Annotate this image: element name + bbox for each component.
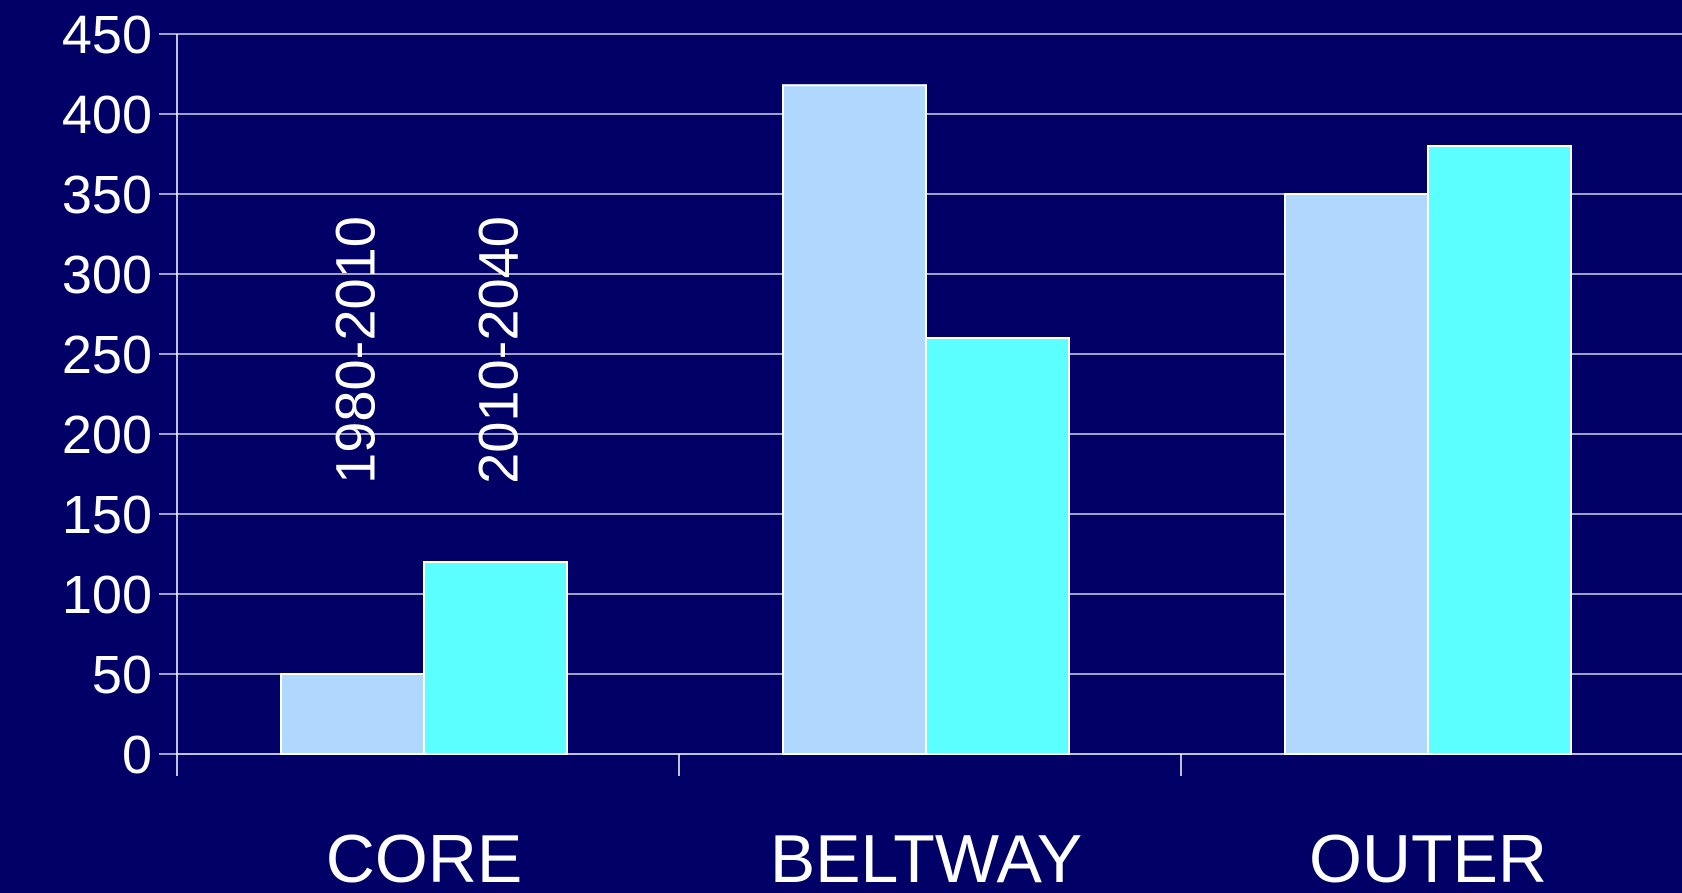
y-tick-label: 450 [62, 5, 152, 65]
bar-core-2010-2040 [423, 561, 568, 755]
y-tick-label: 400 [62, 85, 152, 145]
legend-label: 1980-2010 [324, 216, 387, 484]
y-tick-label: 100 [62, 565, 152, 625]
bar-core-1980-2010 [280, 673, 425, 755]
axes [159, 33, 1682, 776]
legend-label: 2010-2040 [467, 216, 530, 484]
y-tick-label: 50 [92, 645, 152, 705]
y-tick-labels: 0 50 100 150 200 250 300 350 400 450 [62, 5, 152, 785]
x-category-label: CORE [326, 821, 522, 893]
y-tick-label: 200 [62, 405, 152, 465]
bar-beltway-1980-2010 [782, 84, 927, 755]
bar-beltway-2010-2040 [925, 337, 1070, 755]
bar-outer-2010-2040 [1427, 145, 1572, 755]
bar-outer-1980-2010 [1284, 193, 1429, 755]
legend: 1980-2010 2010-2040 [324, 216, 530, 484]
y-tick-label: 150 [62, 485, 152, 545]
y-tick-label: 0 [122, 725, 152, 785]
x-category-label: OUTER [1309, 821, 1547, 893]
x-category-labels: CORE BELTWAY OUTER [326, 821, 1547, 893]
y-tick-label: 350 [62, 165, 152, 225]
x-category-label: BELTWAY [770, 821, 1082, 893]
y-tick-label: 300 [62, 245, 152, 305]
y-tick-label: 250 [62, 325, 152, 385]
bars [280, 84, 1572, 755]
